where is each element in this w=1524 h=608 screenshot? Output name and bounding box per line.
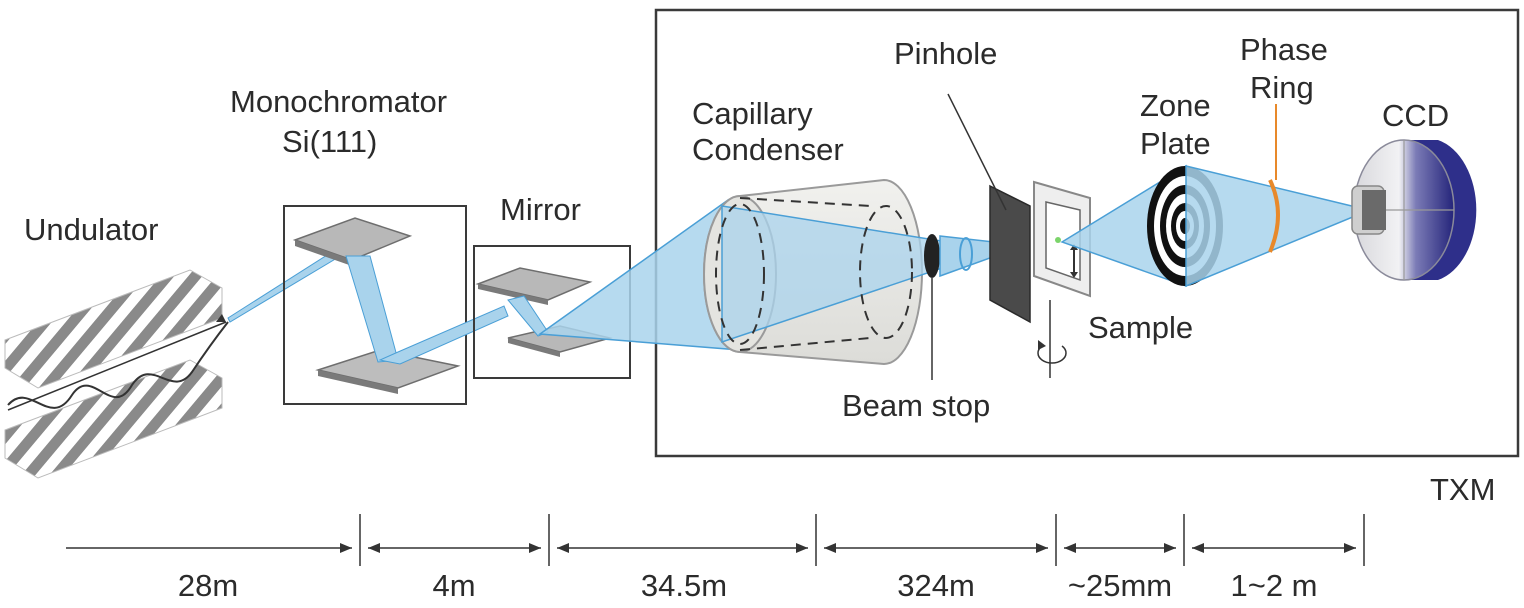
monochromator-label-line1: Monochromator xyxy=(230,84,447,119)
sample-holder-icon xyxy=(1033,180,1091,298)
distance-label-1: 28m xyxy=(178,568,238,603)
zone-plate-label-line2: Plate xyxy=(1140,126,1211,161)
sample-label: Sample xyxy=(1088,310,1193,345)
beam-stop-label: Beam stop xyxy=(842,388,990,423)
monochromator-box xyxy=(283,205,467,405)
zone-plate-label-line1: Zone xyxy=(1140,88,1211,123)
distance-label-6: 1~2 m xyxy=(1230,568,1317,603)
distance-label-2: 4m xyxy=(432,568,475,603)
beam-undulator-to-mono xyxy=(227,249,338,323)
distance-scale: 28m 4m 34.5m 324m ~25mm 1~2 m xyxy=(66,514,1365,603)
mirror-label: Mirror xyxy=(500,192,581,227)
ccd-label: CCD xyxy=(1382,98,1449,133)
capillary-condenser-icon xyxy=(703,178,961,366)
phase-ring-label-line2: Ring xyxy=(1250,70,1314,105)
txm-enclosure-box xyxy=(654,8,1520,458)
capillary-condenser-label-line2: Condenser xyxy=(692,132,844,167)
undulator-label: Undulator xyxy=(24,212,158,247)
distance-label-4: 324m xyxy=(897,568,975,603)
ccd-icon xyxy=(1351,139,1477,281)
monochromator-label-line2: Si(111) xyxy=(282,124,377,159)
phase-ring-icon xyxy=(1268,179,1280,253)
phase-ring-label-line1: Phase xyxy=(1240,32,1328,67)
undulator-icon xyxy=(4,269,229,479)
distance-label-3: 34.5m xyxy=(641,568,727,603)
rotation-arrow-icon xyxy=(1037,300,1067,378)
monochromator-crystals-icon xyxy=(292,217,509,394)
pinhole-label: Pinhole xyxy=(894,36,997,71)
capillary-condenser-label-line1: Capillary xyxy=(692,96,813,131)
pinhole-leader xyxy=(947,93,1007,211)
beam-stop-icon xyxy=(924,234,940,278)
pinhole-plate-icon xyxy=(989,184,1031,324)
txm-label: TXM xyxy=(1430,472,1495,507)
distance-label-5: ~25mm xyxy=(1068,568,1172,603)
